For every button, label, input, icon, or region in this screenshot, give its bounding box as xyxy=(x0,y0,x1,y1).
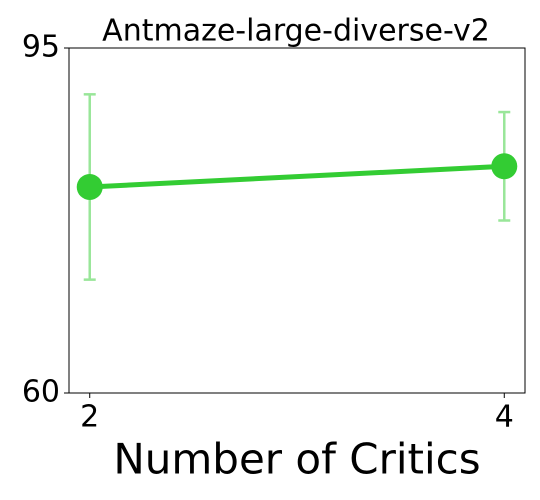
x-tick-label: 2 xyxy=(80,400,99,435)
x-tick-label: 4 xyxy=(495,400,514,435)
marker xyxy=(491,153,518,180)
line xyxy=(89,163,505,190)
y-tick-label: 95 xyxy=(22,30,60,65)
x-axis-label: Number of Critics xyxy=(113,435,480,484)
marker xyxy=(76,173,103,200)
plot-frame xyxy=(68,47,526,394)
y-tick-label: 60 xyxy=(22,375,60,410)
chart-title: Antmaze-large-diverse-v2 xyxy=(102,14,490,49)
